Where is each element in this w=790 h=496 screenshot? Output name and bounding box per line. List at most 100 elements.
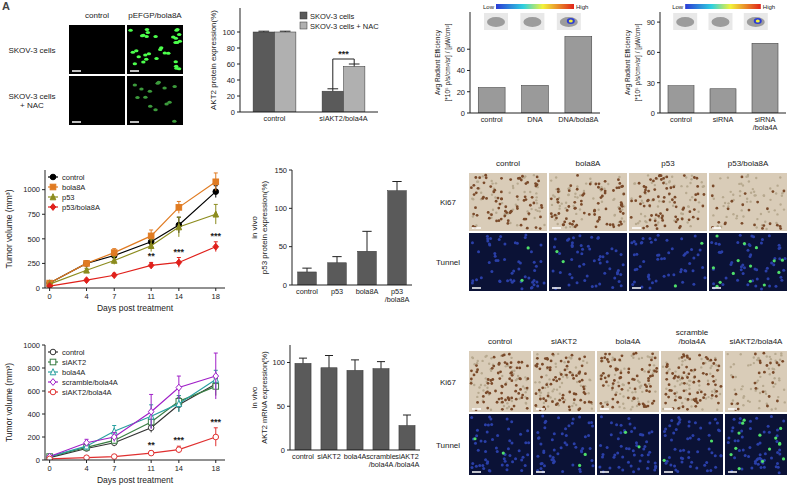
- stained-cell: [609, 223, 612, 226]
- nucleus: [597, 236, 600, 239]
- stained-cell: [617, 178, 620, 181]
- stained-cell: [525, 198, 528, 201]
- series-line: [50, 214, 216, 284]
- nucleus: [634, 243, 637, 246]
- cell: [555, 366, 557, 368]
- x-tick: [151, 460, 152, 463]
- mouse-image: [520, 13, 544, 30]
- apoptotic-cell: [562, 260, 565, 263]
- nucleus: [490, 270, 493, 273]
- nucleus: [780, 279, 783, 282]
- nucleus: [572, 236, 575, 239]
- y-tick-label: 90: [647, 18, 655, 27]
- stained-cell: [682, 405, 685, 408]
- error-cap: [214, 204, 218, 205]
- text-line: 250: [27, 259, 40, 268]
- cell: [619, 393, 621, 395]
- stained-cell: [547, 395, 550, 398]
- cell: [579, 194, 581, 196]
- stained-cell: [662, 182, 665, 185]
- text-line: DNA: [527, 115, 543, 124]
- error-bar: [397, 182, 398, 191]
- stained-cell: [470, 186, 473, 189]
- nucleus: [667, 274, 670, 277]
- text-line: 7: [112, 464, 116, 473]
- nucleus: [649, 287, 652, 290]
- x-tick-label: control: [670, 115, 692, 124]
- fluorescent-cell: [146, 31, 150, 34]
- text-line: 0: [231, 108, 235, 117]
- fluorescent-cell: [139, 88, 143, 91]
- error-cap: [112, 432, 116, 433]
- x-tick-label: siAKT2/bola4A: [395, 452, 420, 469]
- stained-cell: [572, 220, 575, 223]
- cell: [575, 213, 577, 215]
- legend-label: control: [62, 173, 85, 182]
- stained-cell: [667, 396, 670, 399]
- stained-cell: [674, 399, 677, 402]
- error-cap: [112, 425, 116, 426]
- cell: [567, 193, 569, 195]
- stained-cell: [510, 379, 513, 382]
- nucleus: [593, 259, 596, 262]
- stained-cell: [526, 227, 529, 230]
- error-cap: [362, 231, 371, 232]
- cell: [495, 212, 497, 214]
- stained-cell: [520, 361, 523, 364]
- cell: [612, 199, 614, 201]
- nucleus: [543, 282, 546, 285]
- stained-cell: [707, 383, 710, 386]
- cell: [631, 391, 633, 393]
- text-line: + NAC: [20, 101, 44, 110]
- error-bar: [303, 358, 304, 363]
- stained-cell: [658, 175, 661, 178]
- y-tick: [42, 414, 45, 415]
- y-axis-title: in vivo: [250, 216, 259, 239]
- stained-cell: [711, 394, 714, 397]
- nucleus: [690, 248, 693, 251]
- text-line: 4: [84, 292, 88, 301]
- text-line: p53: [331, 287, 343, 296]
- y-tick-label: 100: [222, 28, 235, 37]
- y-tick: [467, 91, 470, 92]
- stained-cell: [580, 203, 583, 206]
- cell: [550, 179, 552, 181]
- nucleus: [533, 261, 536, 264]
- stained-cell: [599, 402, 602, 405]
- text-line: in vivo: [250, 387, 259, 408]
- stained-cell: [612, 223, 615, 226]
- stained-cell: [758, 372, 761, 375]
- nucleus: [772, 263, 775, 266]
- image-background: [549, 233, 627, 291]
- text-line: 30: [647, 79, 655, 88]
- cell: [600, 375, 602, 377]
- cell: [576, 185, 578, 187]
- stained-cell: [633, 397, 636, 400]
- stained-cell: [673, 392, 676, 395]
- nucleus: [581, 248, 584, 251]
- stained-cell: [600, 188, 603, 191]
- stained-cell: [516, 366, 519, 369]
- marker: [213, 434, 219, 440]
- cell: [740, 209, 742, 211]
- cell: [687, 205, 689, 207]
- stained-cell: [583, 355, 586, 358]
- stained-cell: [636, 375, 639, 378]
- y-axis-title: [*10⁵ p/s/cm²/sr] / [µW/cm²]: [634, 23, 642, 101]
- stained-cell: [651, 352, 654, 355]
- cell: [638, 381, 640, 383]
- cell: [476, 396, 478, 398]
- marker: [84, 439, 90, 446]
- stained-cell: [646, 199, 649, 202]
- nucleus: [681, 281, 684, 284]
- stained-cell: [542, 406, 545, 409]
- nucleus: [633, 253, 636, 256]
- cell: [554, 398, 556, 400]
- x-tick: [114, 288, 115, 291]
- cell: [700, 366, 702, 368]
- image-panel: controlsiAKT2bola4Ascramble/bola4AsiAKT2…: [436, 328, 787, 475]
- image-background: [725, 351, 787, 412]
- stained-cell: [576, 174, 579, 177]
- scale-bar: [632, 227, 641, 229]
- y-axis-title: AKT2 mRNA expression(%): [260, 351, 269, 444]
